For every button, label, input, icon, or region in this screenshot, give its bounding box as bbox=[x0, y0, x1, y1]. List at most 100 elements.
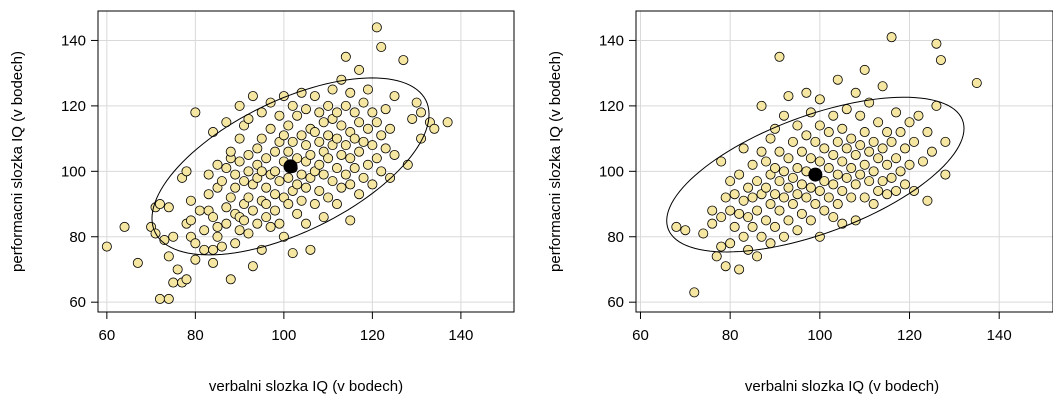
data-point bbox=[814, 156, 825, 167]
data-point bbox=[837, 156, 848, 167]
data-point bbox=[119, 221, 130, 232]
data-point bbox=[783, 91, 794, 102]
data-point bbox=[349, 133, 360, 144]
data-point bbox=[787, 172, 798, 183]
data-point bbox=[168, 231, 179, 242]
data-point bbox=[738, 195, 749, 206]
data-point bbox=[358, 136, 369, 147]
data-point bbox=[917, 156, 928, 167]
data-point bbox=[336, 120, 347, 131]
data-point bbox=[756, 146, 767, 157]
data-point bbox=[340, 100, 351, 111]
data-point bbox=[738, 231, 749, 242]
data-point bbox=[309, 91, 320, 102]
data-point bbox=[859, 127, 870, 138]
data-point bbox=[886, 172, 897, 183]
data-point bbox=[909, 136, 920, 147]
data-point bbox=[190, 107, 201, 118]
plot-frame bbox=[97, 10, 515, 313]
data-point bbox=[850, 149, 861, 160]
data-point bbox=[783, 215, 794, 226]
x-tick-label: 80 bbox=[722, 327, 739, 344]
data-point bbox=[283, 120, 294, 131]
data-point bbox=[698, 228, 709, 239]
data-point bbox=[756, 100, 767, 111]
data-point bbox=[729, 221, 740, 232]
data-point bbox=[783, 153, 794, 164]
data-point bbox=[796, 208, 807, 219]
data-point bbox=[221, 163, 232, 174]
data-point bbox=[868, 199, 879, 210]
data-point bbox=[778, 166, 789, 177]
data-point bbox=[371, 117, 382, 128]
y-tick-label: 120 bbox=[599, 98, 624, 115]
data-point bbox=[841, 172, 852, 183]
data-point bbox=[234, 156, 245, 167]
data-point bbox=[940, 169, 951, 180]
data-point bbox=[922, 127, 933, 138]
data-point bbox=[318, 169, 329, 180]
data-point bbox=[336, 182, 347, 193]
data-point bbox=[314, 107, 325, 118]
x-tick-label: 100 bbox=[271, 327, 296, 344]
data-point bbox=[331, 107, 342, 118]
data-point bbox=[278, 130, 289, 141]
data-point bbox=[734, 169, 745, 180]
data-point bbox=[801, 130, 812, 141]
data-point bbox=[877, 81, 888, 92]
data-point bbox=[877, 176, 888, 187]
data-point bbox=[716, 241, 727, 252]
y-tick-label: 60 bbox=[607, 294, 624, 311]
data-point bbox=[376, 41, 387, 52]
data-point bbox=[411, 97, 422, 108]
y-axis-label: performacni slozka IQ (v bodech) bbox=[547, 51, 564, 272]
data-point bbox=[340, 169, 351, 180]
confidence-ellipse bbox=[666, 96, 965, 253]
data-point bbox=[882, 159, 893, 170]
data-point bbox=[895, 166, 906, 177]
data-point bbox=[725, 205, 736, 216]
data-point bbox=[314, 185, 325, 196]
data-point bbox=[163, 293, 174, 304]
data-point bbox=[747, 221, 758, 232]
data-point bbox=[221, 218, 232, 229]
data-point bbox=[931, 100, 942, 111]
data-point bbox=[711, 251, 722, 262]
data-point bbox=[747, 159, 758, 170]
data-point bbox=[230, 169, 241, 180]
chart-panel-1: 60 80 100 120 140 60 80 100 120 140 verbalni slozk… bbox=[9, 10, 515, 395]
y-tick-label: 100 bbox=[61, 163, 86, 180]
data-point bbox=[243, 166, 254, 177]
data-point bbox=[261, 212, 272, 223]
data-point bbox=[734, 208, 745, 219]
confidence-ellipse bbox=[151, 77, 430, 256]
data-point bbox=[720, 192, 731, 203]
data-point bbox=[208, 212, 219, 223]
data-point bbox=[891, 185, 902, 196]
data-point bbox=[868, 166, 879, 177]
data-point bbox=[846, 133, 857, 144]
data-point bbox=[309, 127, 320, 138]
data-point bbox=[770, 221, 781, 232]
data-point bbox=[900, 143, 911, 154]
data-point bbox=[362, 123, 373, 134]
data-point bbox=[832, 136, 843, 147]
data-point bbox=[846, 192, 857, 203]
data-point bbox=[354, 146, 365, 157]
data-point bbox=[247, 205, 258, 216]
data-point bbox=[265, 123, 276, 134]
data-point bbox=[345, 179, 356, 190]
data-point bbox=[442, 117, 453, 128]
data-point bbox=[212, 221, 223, 232]
data-point bbox=[296, 195, 307, 206]
x-tick-label: 60 bbox=[99, 327, 116, 344]
data-point bbox=[327, 84, 338, 95]
data-point bbox=[859, 192, 870, 203]
data-point bbox=[274, 218, 285, 229]
data-point bbox=[747, 192, 758, 203]
data-point bbox=[904, 159, 915, 170]
data-point bbox=[345, 87, 356, 98]
data-point bbox=[340, 51, 351, 62]
data-point bbox=[680, 225, 691, 236]
data-point bbox=[814, 185, 825, 196]
